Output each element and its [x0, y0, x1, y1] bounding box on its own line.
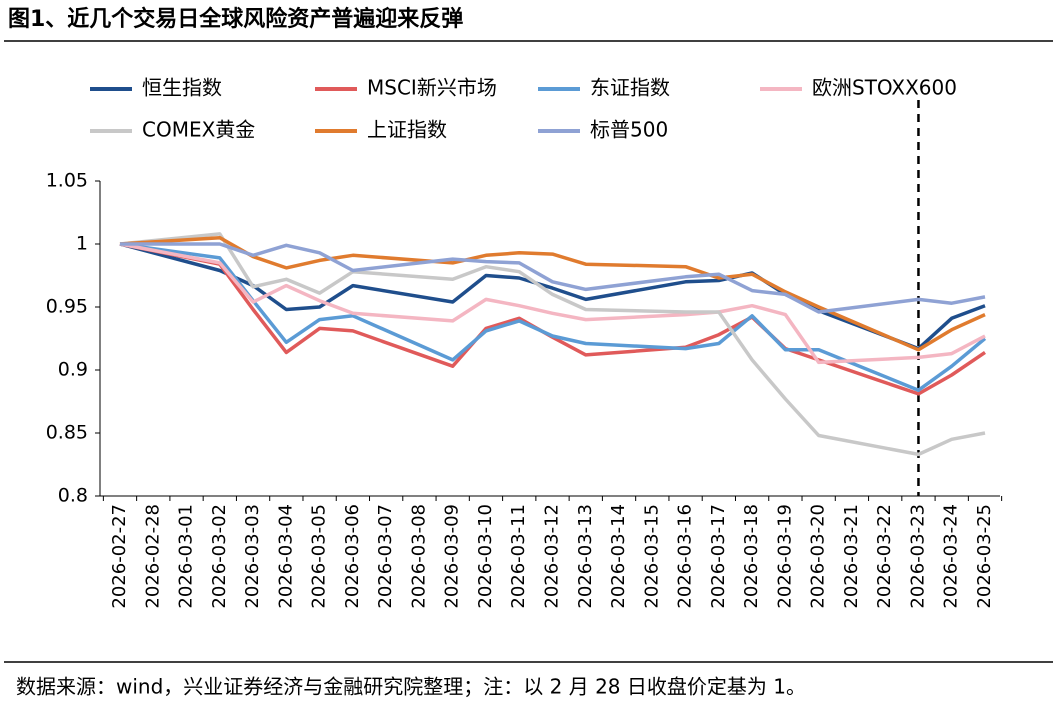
x-tick-label: 2026-03-19 [774, 504, 795, 609]
legend-label: COMEX黄金 [142, 118, 255, 142]
x-tick-label: 2026-03-07 [375, 504, 396, 609]
x-tick-label: 2026-03-11 [508, 504, 529, 609]
x-tick-label: 2026-03-17 [708, 504, 729, 609]
y-tick-label: 0.9 [58, 359, 88, 381]
series-line [119, 235, 986, 352]
x-tick-label: 2026-02-27 [109, 504, 130, 609]
x-tick-label: 2026-03-01 [176, 504, 197, 609]
y-tick-label: 1.05 [46, 170, 88, 192]
x-tick-label: 2026-03-25 [974, 504, 995, 609]
x-tick-label: 2026-03-08 [408, 504, 429, 609]
source-note: 数据来源：wind，兴业证券经济与金融研究院整理；注：以 2 月 28 日收盘价… [16, 675, 806, 699]
x-tick-label: 2026-03-16 [675, 504, 696, 609]
x-tick-label: 2026-03-24 [941, 504, 962, 609]
y-tick-label: 0.95 [46, 296, 88, 318]
x-tick-label: 2026-03-21 [841, 504, 862, 609]
series-line [119, 232, 986, 457]
x-tick-label: 2026-03-13 [575, 504, 596, 609]
x-tick-label: 2026-03-04 [275, 504, 296, 609]
x-tick-label: 2026-03-20 [808, 504, 829, 609]
x-tick-label: 2026-03-23 [907, 504, 928, 609]
legend-label: 上证指数 [367, 118, 447, 142]
x-tick-label: 2026-03-03 [242, 504, 263, 609]
x-tick-label: 2026-03-02 [209, 504, 230, 609]
x-tick-label: 2026-03-10 [475, 504, 496, 609]
series-line [119, 242, 987, 392]
chart-title: 图1、近几个交易日全球风险资产普遍迎来反弹 [8, 6, 463, 32]
legend-label: MSCI新兴市场 [367, 76, 497, 100]
x-tick-label: 2026-03-06 [342, 504, 363, 609]
x-tick-label: 2026-03-22 [874, 504, 895, 609]
y-tick-label: 0.85 [46, 422, 88, 444]
series-line [120, 242, 986, 314]
legend-label: 恒生指数 [142, 76, 222, 100]
x-tick-label: 2026-02-28 [142, 504, 163, 609]
series-line [119, 242, 986, 396]
x-tick-label: 2026-03-14 [608, 504, 629, 609]
legend-label: 欧洲STOXX600 [812, 76, 957, 100]
legend-label: 东证指数 [590, 76, 670, 100]
x-tick-label: 2026-03-18 [741, 504, 762, 609]
legend-label: 标普500 [590, 118, 668, 142]
y-tick-label: 0.8 [58, 485, 88, 507]
y-tick-label: 1 [76, 233, 88, 255]
x-tick-label: 2026-03-09 [442, 504, 463, 609]
x-tick-label: 2026-03-05 [309, 504, 330, 609]
x-tick-label: 2026-03-15 [641, 504, 662, 609]
series-line [119, 242, 986, 365]
x-tick-label: 2026-03-12 [542, 504, 563, 609]
